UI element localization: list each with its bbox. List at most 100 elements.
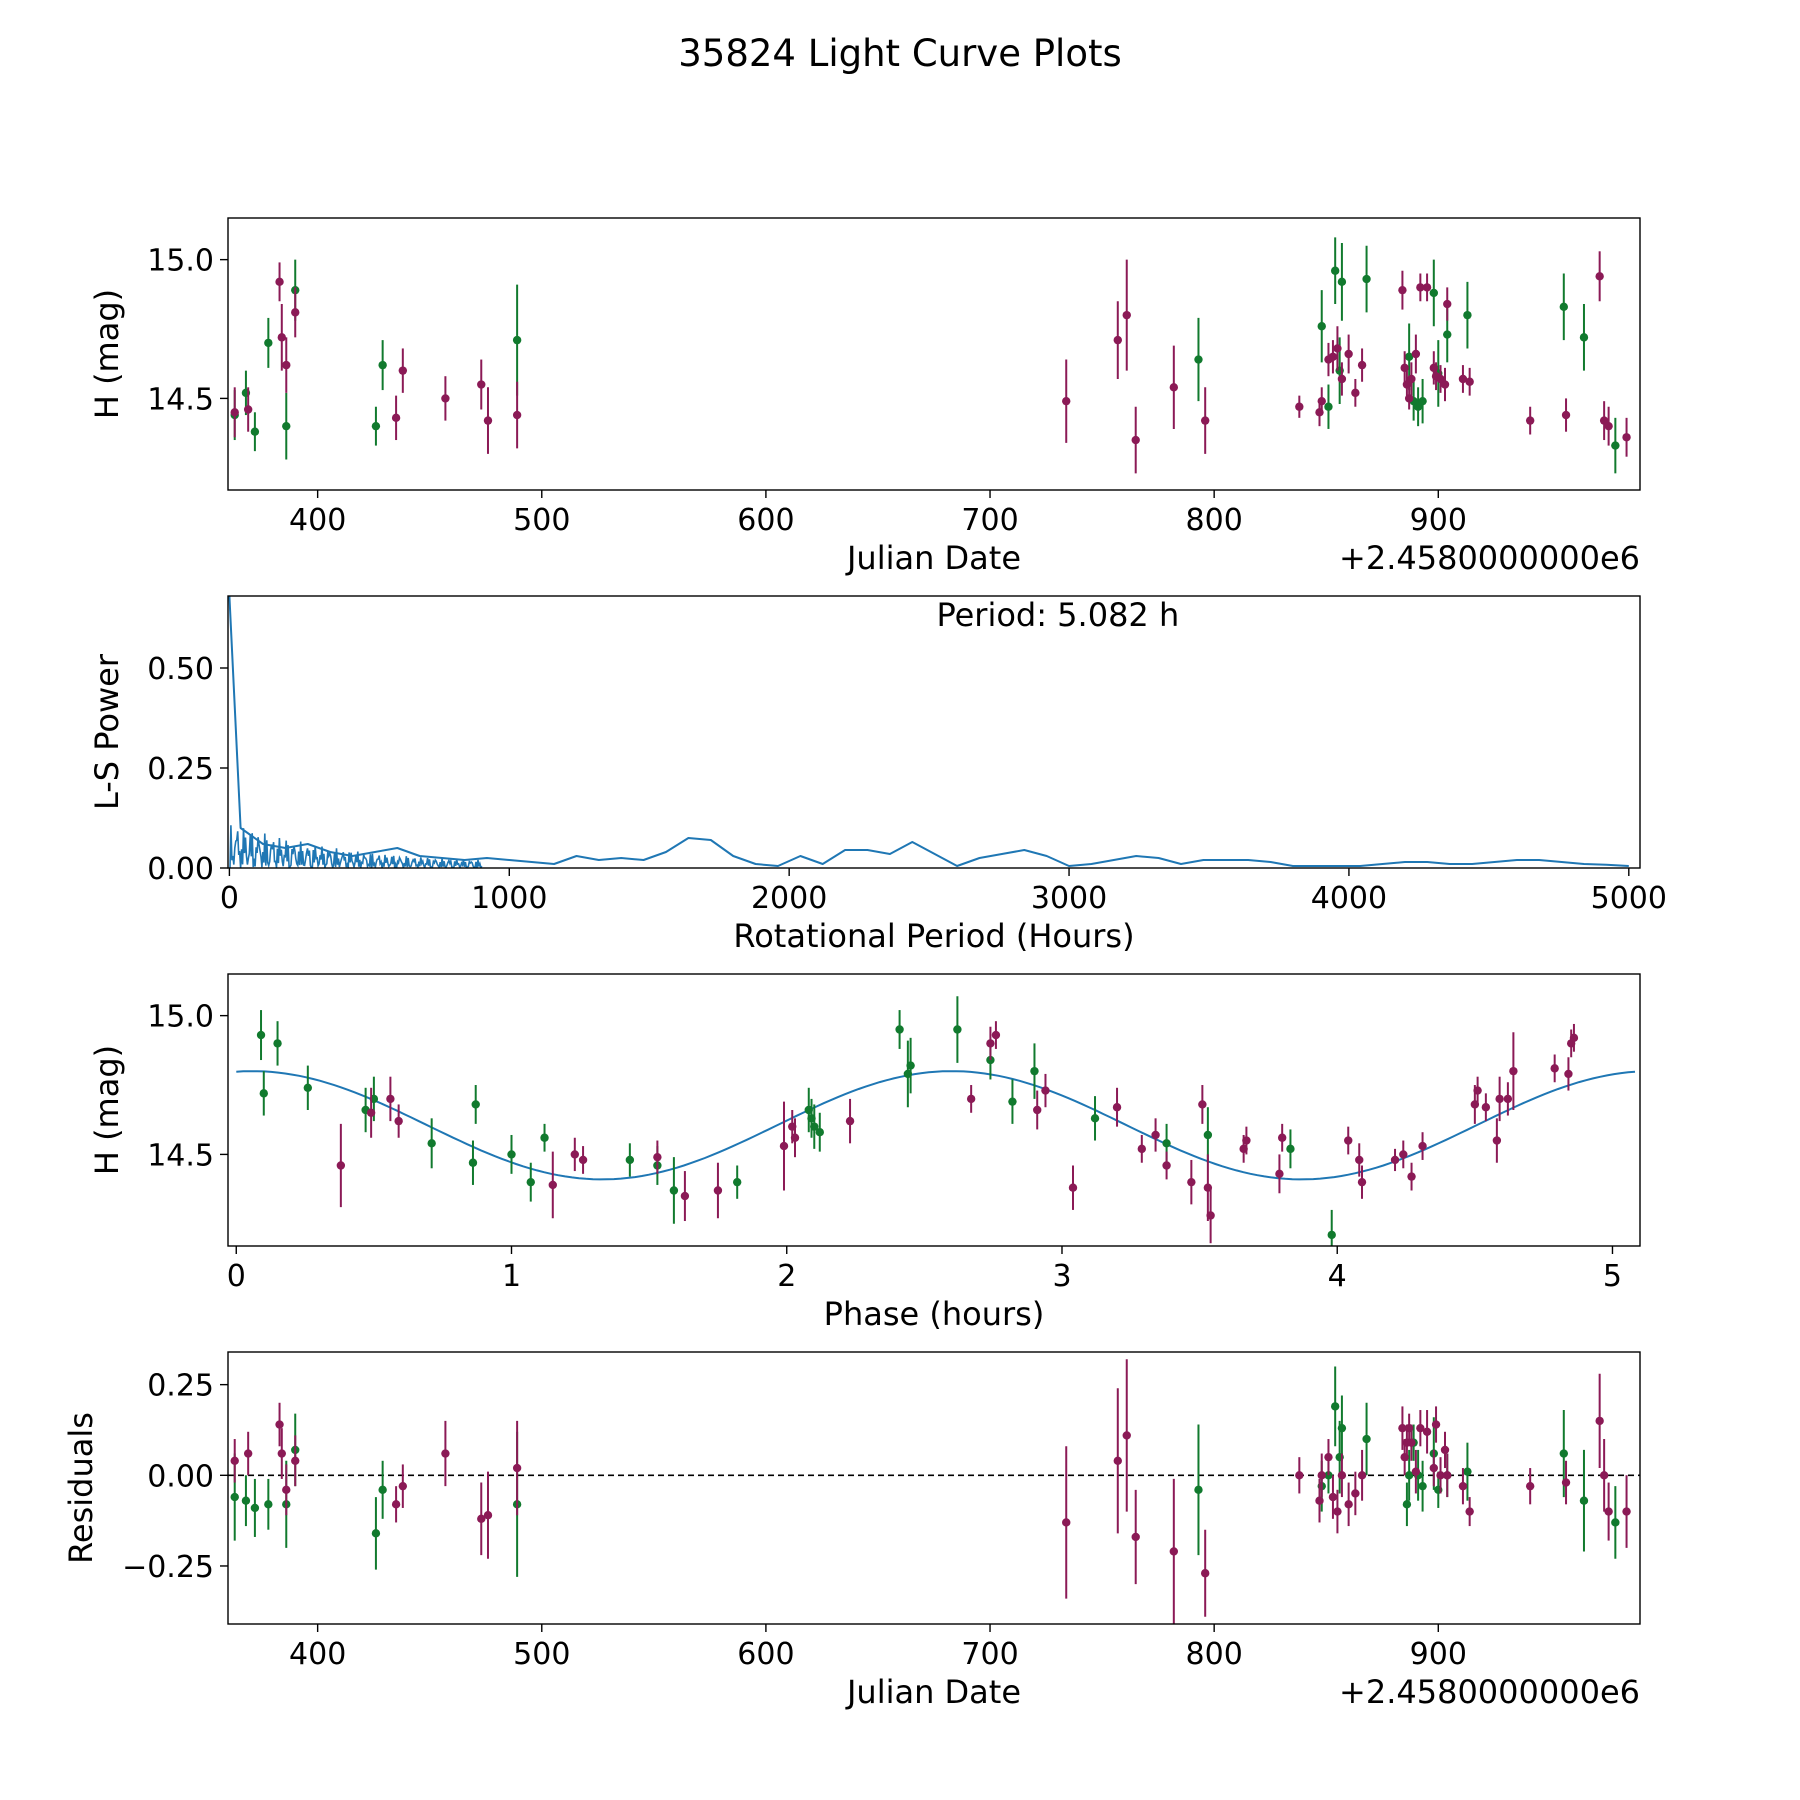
data-point [1579,333,1589,342]
data-point [1440,380,1450,389]
x-tick-label: 800 [1186,1637,1243,1672]
data-point [241,1496,251,1505]
x-tick-label: 4 [1328,1259,1347,1294]
data-point [1481,1103,1491,1112]
data-point [282,1485,291,1495]
axes-frame [227,595,1641,869]
data-point [378,360,387,370]
data-point [1418,1141,1427,1151]
data-point [1330,266,1340,275]
series-green [230,237,1620,474]
chart-ls: 0 1000 2000 3000 4000 5000 0.00 0.25 0.50 Rotatio… [88,595,1667,955]
series-magenta [230,251,1631,474]
data-point [1622,1507,1631,1516]
data-point [991,1030,1001,1040]
data-point [1559,1449,1568,1458]
data-point [512,410,522,420]
data-point [371,1529,381,1538]
x-axis-label: Julian Date [845,539,1021,577]
data-point [273,1039,282,1048]
data-point [1463,310,1472,320]
data-point [1328,1492,1338,1502]
axes-frame [227,973,1641,1247]
data-point [398,1481,408,1491]
data-point [336,1161,346,1170]
x-tick-label: 600 [737,503,794,538]
data-point [1286,1144,1295,1154]
y-axis-label: H (mag) [88,1045,126,1175]
data-point [526,1177,535,1187]
data-point [1509,1066,1518,1076]
data-point [1404,352,1414,361]
data-point [1465,377,1474,386]
data-point [1458,1481,1468,1491]
data-point [1062,1518,1071,1527]
data-point [250,427,260,436]
data-point [1113,1456,1122,1466]
data-point [1315,1496,1324,1505]
data-point [483,416,493,425]
y-tick-label: 14.5 [147,1138,214,1173]
y-tick-label: −0.25 [122,1550,214,1585]
data-point [1068,1183,1078,1192]
data-point [1344,349,1353,359]
data-point [483,1511,493,1520]
data-point [578,1155,588,1165]
x-tick-label: 400 [289,1637,346,1672]
data-point [1162,1139,1171,1148]
data-point [303,1083,313,1092]
data-point [1362,274,1371,284]
data-point [570,1150,580,1159]
y-tick-label: 0.50 [147,652,214,687]
data-point [815,1128,824,1137]
data-point [1564,1069,1573,1079]
data-point [1113,335,1122,345]
data-point [1418,396,1427,406]
data-point [1559,302,1568,312]
data-point [895,1025,904,1034]
x-tick-label: 1 [502,1259,521,1294]
data-point [468,1158,478,1167]
data-point [680,1191,690,1201]
x-tick-label: 2000 [751,881,827,916]
data-point [1440,1445,1450,1455]
data-point [1473,1086,1482,1095]
data-point [507,1150,516,1159]
data-point [986,1039,995,1048]
data-point [1458,374,1468,384]
data-point [394,1116,403,1126]
data-point [441,1449,450,1458]
data-point [1561,1478,1571,1487]
data-point [1422,1427,1432,1436]
data-point [1112,1103,1122,1112]
data-point [230,408,239,417]
data-point [1599,1471,1609,1480]
data-point [230,1456,239,1466]
data-point [1200,1569,1210,1578]
data-point [1131,1532,1140,1542]
data-point [378,1485,387,1495]
ls-dense-noise [229,825,483,868]
data-point [1404,1471,1414,1480]
data-point [1295,1471,1304,1480]
data-point [1443,299,1452,309]
y-tick-label: 0.00 [147,852,214,887]
data-point [282,360,291,370]
data-point [291,1456,300,1466]
series-magenta [336,1021,1579,1244]
x-tick-label: 600 [737,1637,794,1672]
data-point [427,1139,436,1148]
data-point [282,421,291,431]
data-point [243,405,253,414]
ls-power-line [228,596,1629,867]
y-tick-label: 0.00 [147,1459,214,1494]
data-point [1416,283,1425,292]
data-point [1351,1489,1360,1498]
y-tick-label: 0.25 [147,1369,214,1404]
data-point [1422,283,1432,292]
data-point [1579,1496,1589,1505]
data-point [1561,410,1571,420]
data-point [966,1094,976,1104]
data-point [1324,1452,1333,1462]
